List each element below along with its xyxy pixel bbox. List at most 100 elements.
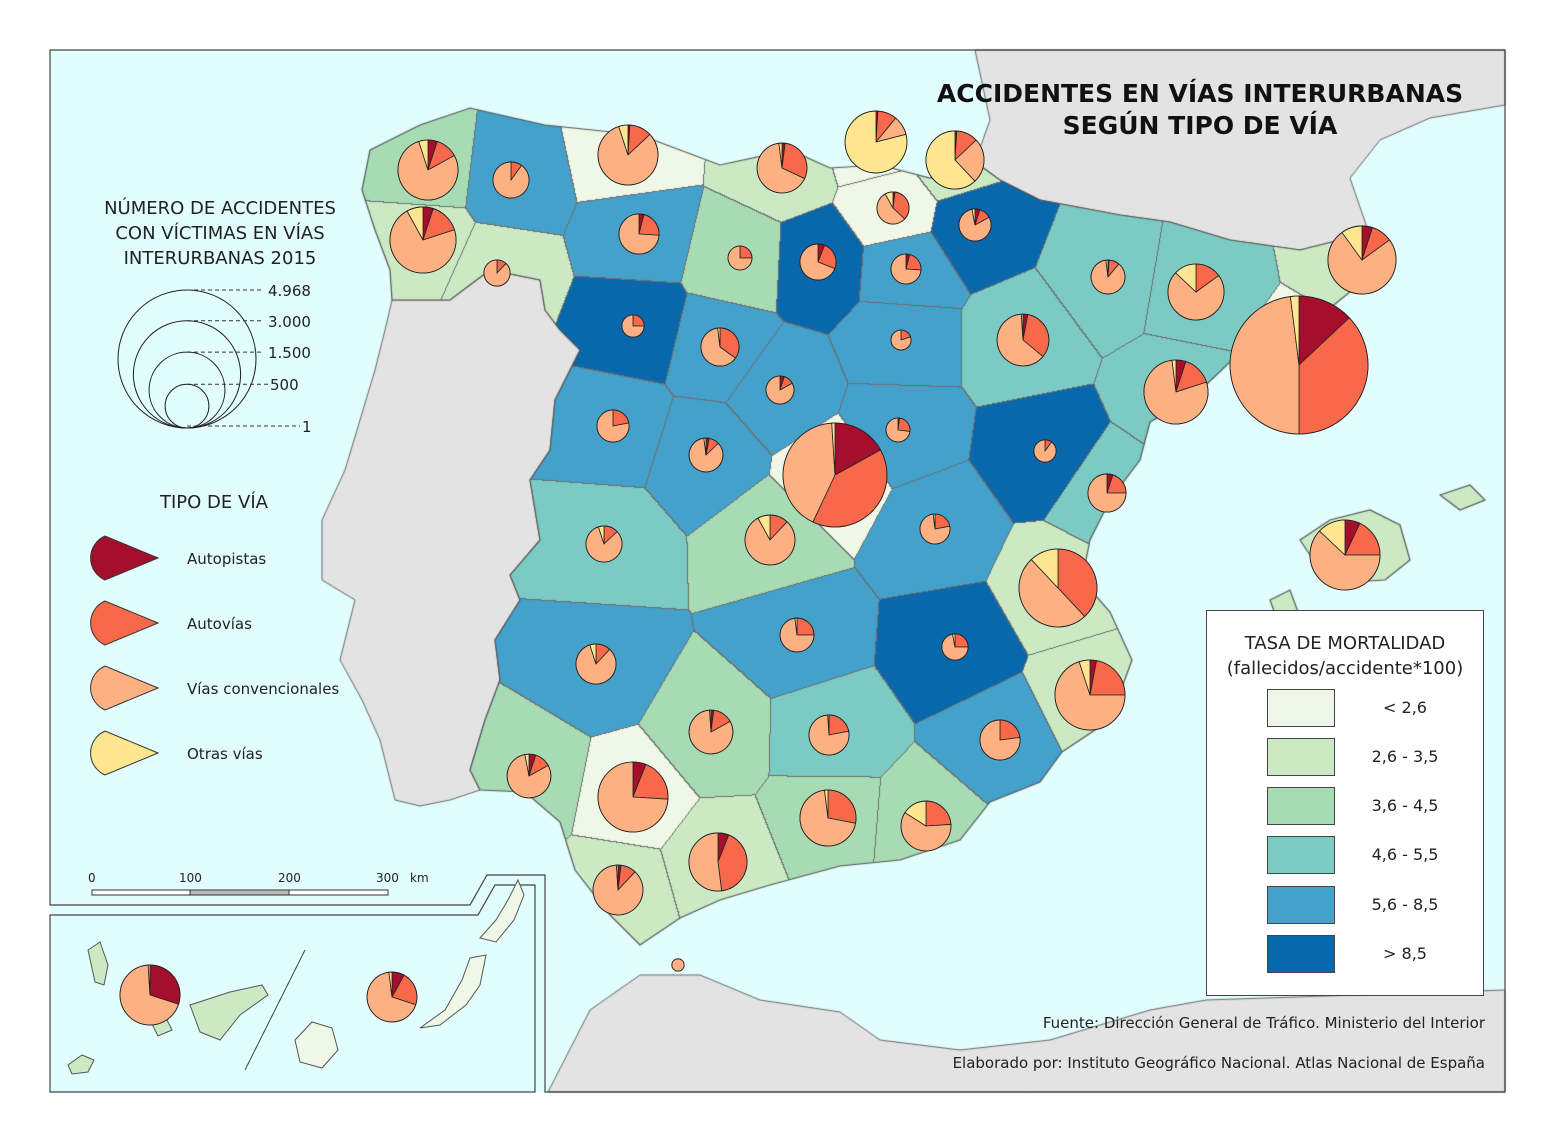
pie-outline <box>1033 439 1057 463</box>
mortality-label: < 2,6 <box>1383 698 1427 717</box>
size-legend-value: 4.968 <box>268 282 311 300</box>
legend-wedge-icon <box>90 730 160 776</box>
province-pie <box>1327 225 1397 295</box>
pie-outline <box>1143 359 1209 425</box>
pie-outline <box>621 314 645 338</box>
pie-outline <box>366 971 418 1023</box>
size-legend-circle <box>117 289 257 429</box>
province-pie <box>996 313 1050 367</box>
province-pie <box>1090 259 1126 295</box>
province-pie <box>366 971 418 1023</box>
province-pie <box>890 253 922 285</box>
legend-label-autovias: Autovías <box>187 615 252 633</box>
pie-outline <box>671 958 685 972</box>
province-pie <box>890 329 912 351</box>
size-legend-title-line: INTERURBANAS 2015 <box>123 248 317 269</box>
mortality-class: 5,6 - 8,5 <box>1267 886 1477 926</box>
pie-slice <box>1089 660 1126 696</box>
mortality-swatch <box>1267 738 1335 776</box>
pie-outline <box>1167 263 1225 321</box>
pie-outline <box>1309 519 1381 591</box>
pie-outline <box>506 753 552 799</box>
province-pie <box>756 142 808 194</box>
province-pie <box>844 110 908 174</box>
pie-outline <box>919 513 951 545</box>
province-pie <box>596 409 630 443</box>
island-fuerteventura <box>419 954 487 1029</box>
pie-outline <box>1087 473 1127 513</box>
province-pie <box>782 422 888 528</box>
mortality-label: 4,6 - 5,5 <box>1371 845 1439 864</box>
pie-outline <box>1054 659 1126 731</box>
province-pie <box>941 633 969 661</box>
legend-wedge-icon <box>90 535 160 581</box>
pie-outline <box>890 329 912 351</box>
province-pie <box>397 139 459 201</box>
province-pie <box>483 259 511 287</box>
size-legend-value: 3.000 <box>268 313 311 331</box>
province-pie <box>779 617 815 653</box>
credit-text: Elaborado por: Instituto Geográfico Naci… <box>952 1054 1485 1072</box>
pie-outline <box>585 525 623 563</box>
pie-outline <box>890 253 922 285</box>
legend-label-autopistas: Autopistas <box>187 550 267 568</box>
pie-outline <box>885 417 911 443</box>
pie-outline <box>700 327 740 367</box>
mortality-title: TASA DE MORTALIDAD <box>1244 633 1446 654</box>
mortality-class: 4,6 - 5,5 <box>1267 836 1477 876</box>
pie-outline <box>119 964 181 1026</box>
province-pie <box>1229 295 1369 435</box>
pie-outline <box>389 206 457 274</box>
legend-wedge-icon <box>90 665 160 711</box>
size-legend-title-line: NÚMERO DE ACCIDENTES <box>104 198 336 219</box>
pie-outline <box>799 243 837 281</box>
mortality-class: 3,6 - 4,5 <box>1267 787 1477 827</box>
pie-outline <box>782 422 888 528</box>
province-pie <box>1033 439 1057 463</box>
pie-outline <box>483 259 511 287</box>
scale-tick-label: 0 <box>88 871 96 885</box>
size-legend-title: NÚMERO DE ACCIDENTES CON VÍCTIMAS EN VÍA… <box>70 196 370 271</box>
scale-tick-label: 300 <box>376 871 399 885</box>
pie-outline <box>727 245 753 271</box>
pie-outline <box>765 375 795 405</box>
province-pie <box>958 208 992 242</box>
pie-outline <box>618 213 660 255</box>
map-title: ACCIDENTES EN VÍAS INTERURBANAS SEGÚN TI… <box>870 78 1530 142</box>
province-pie <box>876 191 910 225</box>
pie-outline <box>596 409 630 443</box>
pie-outline <box>996 313 1050 367</box>
province-pie <box>744 514 796 566</box>
size-legend-value: 500 <box>270 376 299 394</box>
pie-outline <box>876 191 910 225</box>
pie-slice <box>827 789 857 824</box>
island-la-palma <box>87 941 109 986</box>
mortality-label: 3,6 - 4,5 <box>1371 796 1439 815</box>
pie-outline <box>756 142 808 194</box>
canary-inset-frame <box>49 884 536 1093</box>
mortality-label: > 8,5 <box>1383 944 1427 963</box>
mortality-legend-title: TASA DE MORTALIDAD (fallecidos/accidente… <box>1207 631 1483 681</box>
pie-outline <box>397 139 459 201</box>
pie-outline <box>979 719 1021 761</box>
size-legend-circle <box>148 351 226 429</box>
province-pie <box>1167 263 1225 321</box>
size-legend-title-line: CON VÍCTIMAS EN VÍAS <box>115 223 325 244</box>
pie-outline <box>744 514 796 566</box>
province-pie <box>389 206 457 274</box>
pie-slice <box>688 832 723 892</box>
mortality-swatch <box>1267 689 1335 727</box>
province-pie <box>799 789 857 847</box>
province-pie <box>621 314 645 338</box>
mortality-label: 5,6 - 8,5 <box>1371 895 1439 914</box>
pie-outline <box>592 864 644 916</box>
pie-outline <box>941 633 969 661</box>
pie-outline <box>1229 295 1369 435</box>
size-legend-value: 1 <box>302 418 312 436</box>
province-pie <box>727 245 753 271</box>
pie-outline <box>688 437 724 473</box>
province-pie <box>688 709 734 755</box>
pie-outline <box>597 761 669 833</box>
